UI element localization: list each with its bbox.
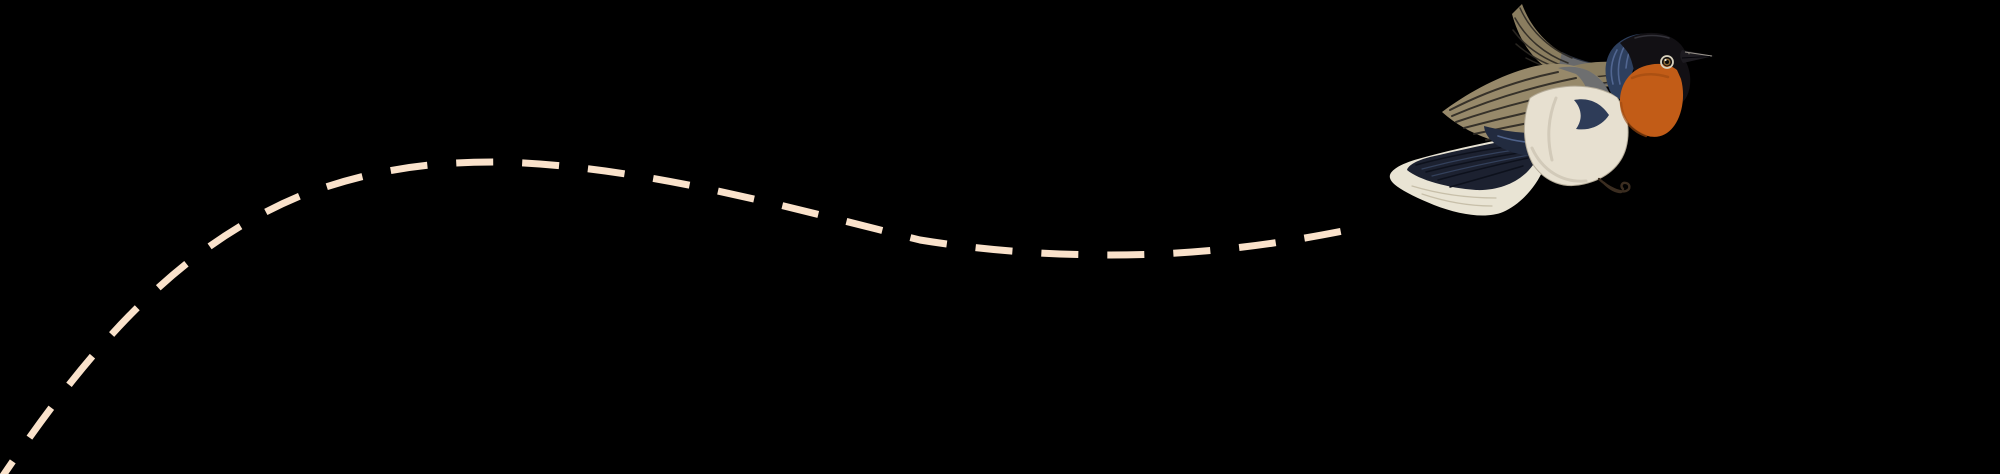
- tail-white-band-line: [1411, 185, 1497, 199]
- feather-stripe: [1449, 71, 1559, 111]
- throat-shading: [1630, 73, 1670, 80]
- breast-shading: [1619, 101, 1648, 138]
- crown-sheen: [1610, 49, 1618, 85]
- bird-eye: [1660, 55, 1674, 69]
- cap-highlight: [1634, 34, 1670, 39]
- bird-illustration: [1389, 4, 1714, 216]
- eye-pupil: [1665, 60, 1669, 64]
- tail-feather-line: [1437, 157, 1529, 181]
- foot-toe: [1602, 181, 1623, 194]
- wing-point-over-shoulder: [1574, 99, 1609, 130]
- beak-gape-line: [1681, 55, 1711, 59]
- bird-foot: [1597, 177, 1631, 194]
- flight-path-line: [0, 158, 1369, 474]
- eye-ring: [1660, 55, 1674, 69]
- belly-shadow: [1530, 146, 1588, 183]
- nostril: [1688, 52, 1690, 55]
- throat-breast: [1619, 63, 1684, 137]
- feather-stripe: [1514, 17, 1569, 64]
- tail-white-band-line: [1421, 193, 1493, 207]
- bird-belly: [1523, 85, 1629, 187]
- beak-ridge: [1684, 51, 1713, 57]
- feather-stripe: [1451, 77, 1577, 117]
- crown-sheen: [1617, 44, 1626, 85]
- bird-head: [1605, 32, 1714, 138]
- eye-glint: [1664, 58, 1667, 62]
- belly-contour: [1547, 96, 1558, 162]
- tail-feather-line: [1449, 165, 1524, 188]
- tail-sheen-line: [1431, 154, 1530, 177]
- feather-stripe: [1519, 7, 1573, 59]
